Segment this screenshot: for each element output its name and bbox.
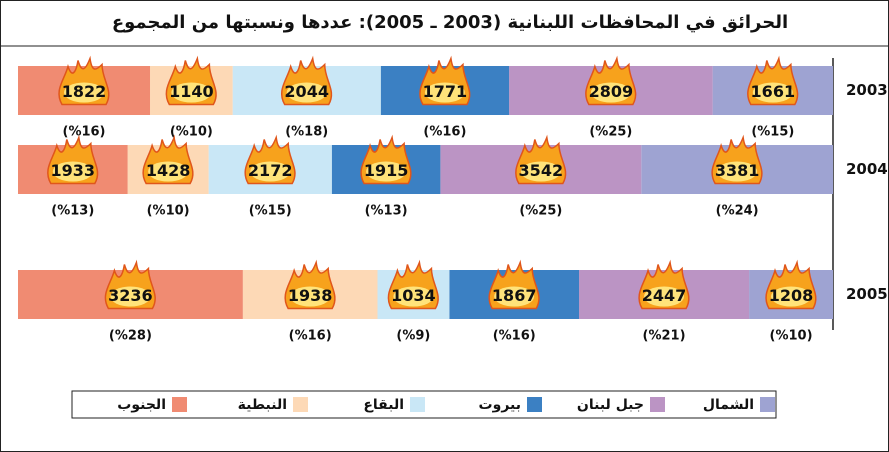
percent-label: (%15) [249,204,292,219]
value-label: 3542 [519,161,564,180]
value-label: 3236 [108,286,153,305]
legend-swatch [410,397,425,412]
value-label: 2172 [248,161,293,180]
percent-label: (%25) [589,125,632,140]
value-label: 1915 [364,161,409,180]
legend-swatch [527,397,542,412]
y-tick-label: 2005 [846,285,888,303]
percent-label: (%9) [396,329,430,344]
percent-label: (%25) [519,204,562,219]
value-label: 3381 [715,161,760,180]
percent-label: (%21) [643,329,686,344]
legend-label: الجنوب [117,397,166,413]
legend-label: الشمال [703,397,754,413]
value-label: 1771 [423,82,468,101]
percent-label: (%13) [51,204,94,219]
value-label: 1208 [769,286,814,305]
value-label: 1867 [492,286,537,305]
chart: الحرائق في المحافظات اللبنانية (2003 ـ 2… [0,0,889,452]
y-tick-label: 2003 [846,81,888,99]
value-label: 1822 [62,82,107,101]
y-tick-label: 2004 [846,160,888,178]
percent-label: (%15) [751,125,794,140]
value-label: 1661 [751,82,796,101]
legend-label: البقاع [363,397,404,413]
chart-title: الحرائق في المحافظات اللبنانية (2003 ـ 2… [112,12,788,33]
value-label: 1938 [288,286,333,305]
percent-label: (%10) [170,125,213,140]
percent-label: (%18) [285,125,328,140]
value-label: 2044 [284,82,329,101]
percent-label: (%16) [63,125,106,140]
percent-label: (%28) [109,329,152,344]
legend-swatch [172,397,187,412]
percent-label: (%16) [289,329,332,344]
percent-label: (%10) [147,204,190,219]
legend-label: بيروت [479,397,521,413]
value-label: 1933 [51,161,96,180]
percent-label: (%10) [770,329,813,344]
percent-label: (%16) [493,329,536,344]
percent-label: (%13) [365,204,408,219]
percent-label: (%16) [423,125,466,140]
legend-label: النبطية [238,397,287,413]
value-label: 2809 [589,82,634,101]
value-label: 1034 [391,286,436,305]
value-label: 2447 [642,286,687,305]
legend-swatch [650,397,665,412]
legend-swatch [760,397,775,412]
legend-label: جبل لبنان [577,397,644,413]
value-label: 1140 [169,82,214,101]
percent-label: (%24) [716,204,759,219]
value-label: 1428 [146,161,191,180]
legend-swatch [293,397,308,412]
